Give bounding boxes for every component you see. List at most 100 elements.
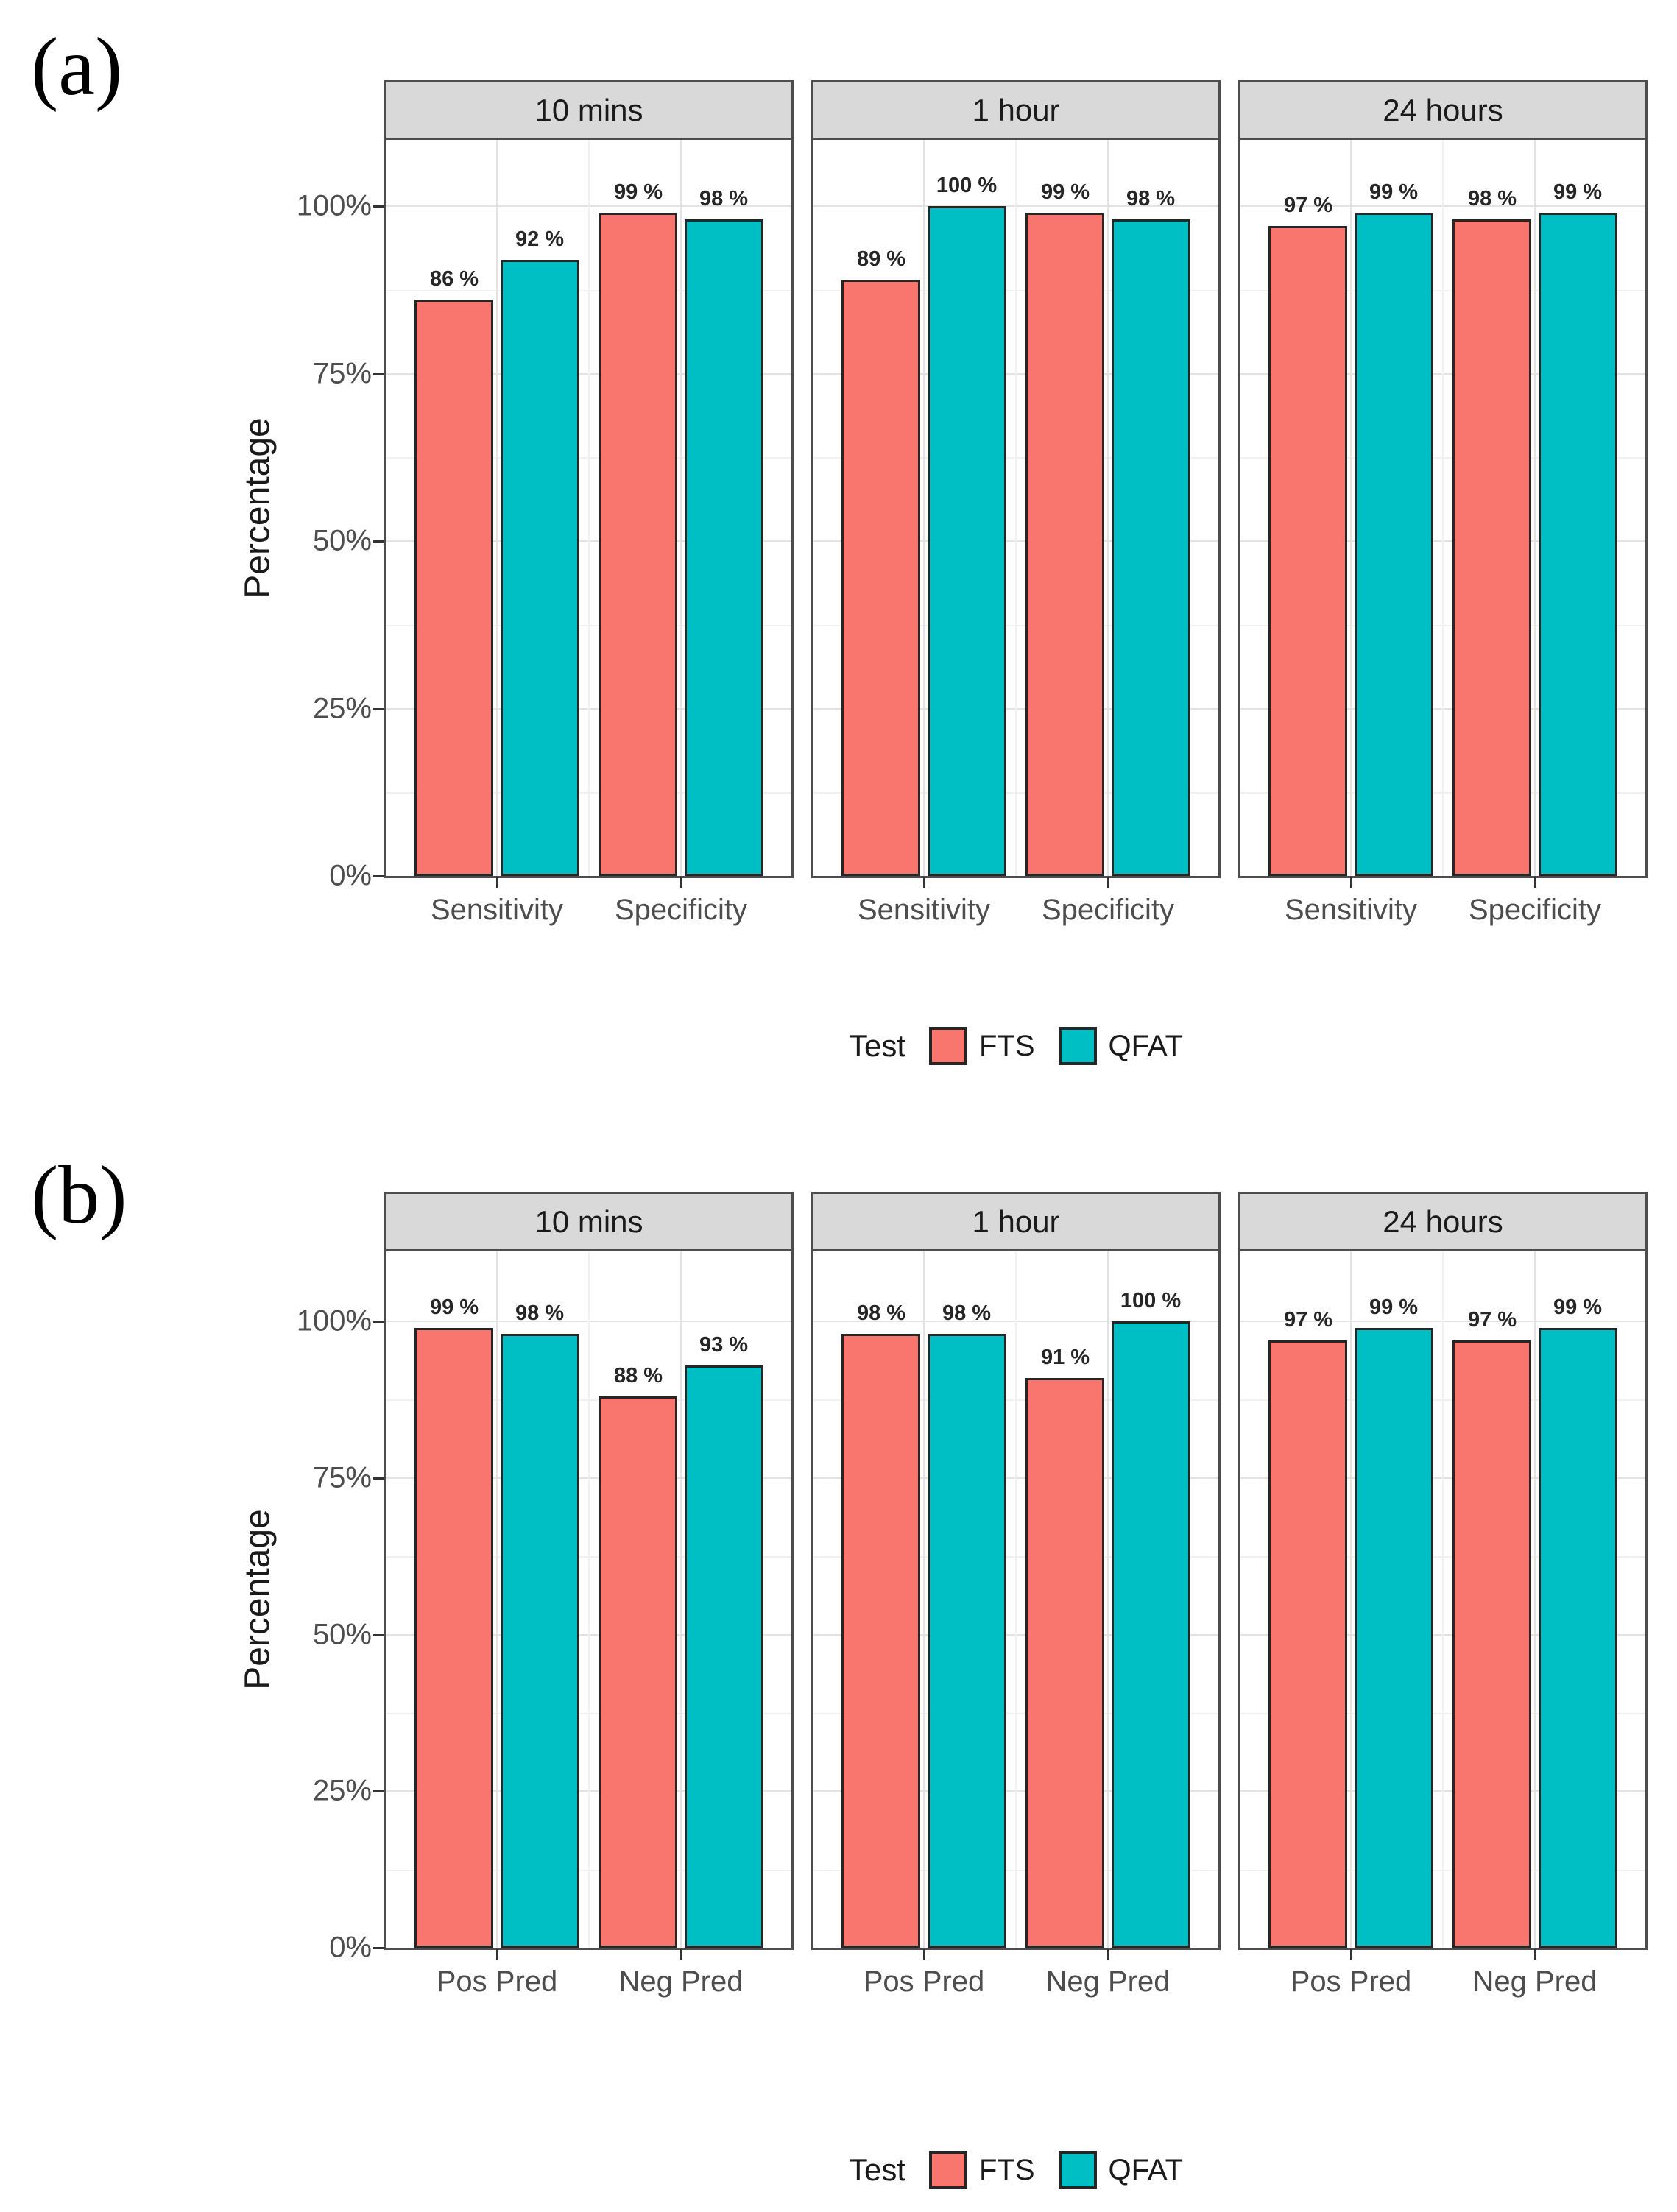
y-axis-tick-label: 25% <box>312 692 372 724</box>
plot-panel <box>384 138 794 878</box>
plot-panel <box>811 1249 1221 1950</box>
facet-strip: 1 hour <box>811 80 1221 140</box>
bar-value-label: 97 % <box>1283 194 1333 217</box>
x-axis-tick-mark <box>1534 1949 1536 1960</box>
legend: Test FTS QFAT <box>386 2148 1645 2192</box>
facet-strip: 10 mins <box>384 80 794 140</box>
y-axis-tick-label: 100% <box>296 189 372 222</box>
facet-title: 10 mins <box>534 92 643 127</box>
bar-value-label: 99 % <box>613 180 663 204</box>
x-axis-tick-label: Sensitivity <box>857 894 991 926</box>
bar-fts <box>414 1328 493 1948</box>
y-axis-tick-label: 25% <box>312 1774 372 1807</box>
x-axis-tick-mark <box>1350 1949 1352 1960</box>
gridline-major-vertical <box>1534 140 1536 876</box>
y-axis-tick-label: 75% <box>312 357 372 389</box>
bar-fts <box>599 1396 677 1948</box>
bar-qfat <box>1355 1328 1433 1948</box>
legend-swatch-fts <box>929 1027 967 1065</box>
y-axis-tick-label: 0% <box>329 1931 372 1964</box>
gridline-major-vertical <box>1534 1251 1536 1948</box>
gridline-minor-vertical <box>588 1251 590 1948</box>
x-axis-tick-mark <box>923 877 925 888</box>
figure-label-b: (b) <box>31 1150 127 1241</box>
bar-qfat <box>685 219 763 876</box>
y-axis-tick-label: 75% <box>312 1461 372 1494</box>
bar-fts <box>1268 226 1347 876</box>
facet-strip: 1 hour <box>811 1192 1221 1251</box>
facet-strip: 24 hours <box>1238 1192 1648 1251</box>
y-axis-title: Percentage <box>238 1509 278 1690</box>
x-axis-tick-label: Sensitivity <box>1284 894 1418 926</box>
bar-value-label: 100 % <box>936 174 998 197</box>
bar-value-label: 99 % <box>1369 180 1419 204</box>
gridline-major-vertical <box>680 140 682 876</box>
bar-value-label: 98 % <box>942 1301 992 1325</box>
legend-item-label: FTS <box>979 1029 1035 1062</box>
bar-value-label: 97 % <box>1283 1308 1333 1332</box>
y-axis-tick-label: 100% <box>296 1304 372 1338</box>
x-axis-tick-mark <box>1350 877 1352 888</box>
x-axis-tick-mark <box>1534 877 1536 888</box>
bar-value-label: 98 % <box>515 1301 565 1325</box>
bar-qfat <box>501 1334 579 1948</box>
bar-fts <box>841 1334 920 1948</box>
x-axis-tick-mark <box>496 877 498 888</box>
legend-item-label: QFAT <box>1108 2153 1184 2186</box>
bar-qfat <box>501 260 579 876</box>
y-axis-tick-mark <box>373 875 384 877</box>
gridline-major-vertical <box>1107 1251 1109 1948</box>
x-axis-tick-mark <box>1107 1949 1109 1960</box>
bar-fts <box>1452 1340 1531 1948</box>
bar-value-label: 98 % <box>856 1301 906 1325</box>
facet-title: 10 mins <box>534 1204 643 1239</box>
plot-panel <box>1238 138 1648 878</box>
x-axis-tick-label: Specificity <box>1468 894 1602 926</box>
bar-value-label: 99 % <box>1553 1296 1603 1319</box>
bar-value-label: 98 % <box>1467 187 1517 211</box>
facet-strip: 24 hours <box>1238 80 1648 140</box>
figure-label-a: (a) <box>31 21 123 113</box>
x-axis-tick-label: Pos Pred <box>863 1965 985 1998</box>
gridline-major-vertical <box>923 1251 925 1948</box>
x-axis-tick-label: Specificity <box>1041 894 1175 926</box>
y-axis-tick-mark <box>373 540 384 543</box>
facet-title: 24 hours <box>1383 92 1503 127</box>
facet-title: 1 hour <box>972 92 1060 127</box>
bar-fts <box>1025 1378 1104 1948</box>
gridline-major-vertical <box>496 140 498 876</box>
x-axis-tick-mark <box>496 1949 498 1960</box>
legend-item-label: QFAT <box>1108 1029 1184 1062</box>
bar-value-label: 100 % <box>1120 1289 1182 1312</box>
bar-value-label: 86 % <box>429 267 479 291</box>
bar-value-label: 97 % <box>1467 1308 1517 1332</box>
gridline-minor-vertical <box>1015 140 1017 876</box>
x-axis-tick-label: Pos Pred <box>1290 1965 1412 1998</box>
bar-qfat <box>928 206 1006 876</box>
bar-qfat <box>1112 1321 1190 1948</box>
bar-fts <box>1268 1340 1347 1948</box>
bar-value-label: 99 % <box>1369 1296 1419 1319</box>
bar-qfat <box>685 1365 763 1948</box>
x-axis-tick-mark <box>1107 877 1109 888</box>
legend-item-label: FTS <box>979 2153 1035 2186</box>
bar-fts <box>841 280 920 876</box>
gridline-major-vertical <box>680 1251 682 1948</box>
x-axis-tick-label: Neg Pred <box>618 1965 744 1998</box>
bar-value-label: 98 % <box>699 187 749 211</box>
bar-value-label: 92 % <box>515 227 565 251</box>
legend: Test FTS QFAT <box>386 1024 1645 1068</box>
x-axis-tick-mark <box>923 1949 925 1960</box>
gridline-minor-vertical <box>1442 140 1444 876</box>
y-axis-tick-mark <box>373 372 384 375</box>
bar-qfat <box>928 1334 1006 1948</box>
gridline-minor-vertical <box>1442 1251 1444 1948</box>
bar-value-label: 99 % <box>1040 180 1090 204</box>
x-axis-tick-mark <box>680 877 682 888</box>
bar-fts <box>599 213 677 876</box>
bar-value-label: 89 % <box>856 247 906 271</box>
bar-value-label: 88 % <box>613 1364 663 1388</box>
gridline-major-vertical <box>496 1251 498 1948</box>
y-axis-tick-label: 50% <box>312 524 372 557</box>
